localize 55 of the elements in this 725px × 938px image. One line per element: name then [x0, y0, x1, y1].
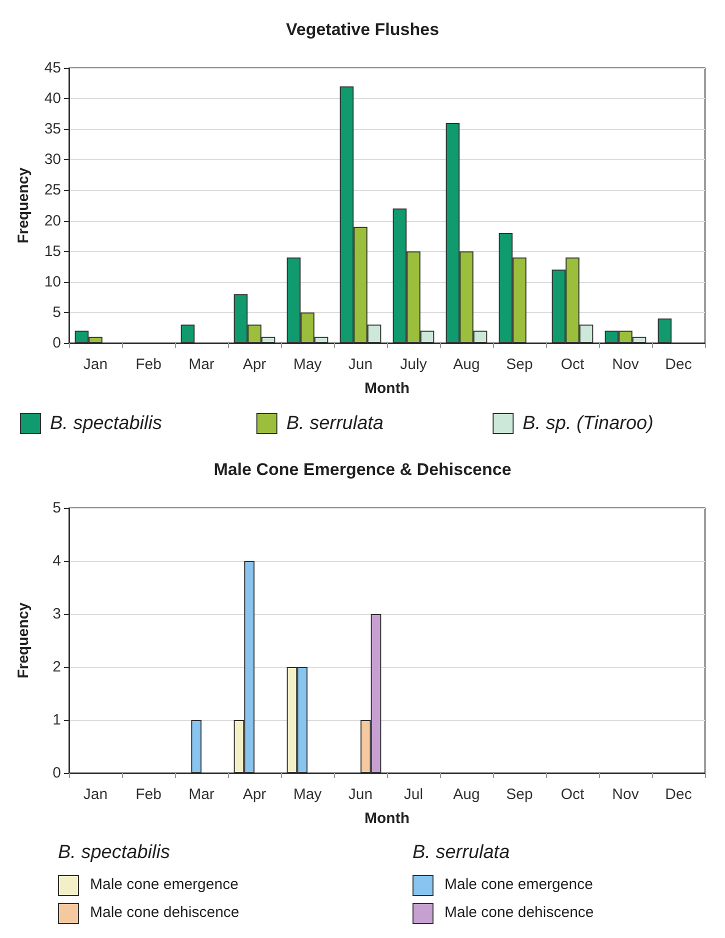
x-tick-label: Nov — [612, 786, 640, 803]
x-tick-label: Mar — [188, 786, 214, 803]
y-tick-label: 1 — [52, 712, 61, 728]
x-tick-label: Feb — [136, 786, 162, 803]
y-tick-label: 45 — [44, 60, 61, 76]
x-tick-label: July — [400, 356, 428, 373]
legend-label: Male cone dehiscence — [90, 904, 240, 921]
y-axis-title: Frequency — [15, 602, 32, 678]
x-tick-label: Sep — [506, 786, 533, 803]
legend-label: Male cone emergence — [444, 876, 593, 893]
y-axis-title: Frequency — [15, 166, 32, 244]
x-tick-label: May — [293, 356, 322, 373]
y-tick-label: 10 — [44, 273, 61, 290]
y-tick-label: 3 — [52, 606, 61, 622]
x-tick-label: Jul — [404, 786, 424, 803]
y-tick-label: 35 — [44, 120, 61, 138]
y-tick-label: 0 — [52, 764, 61, 782]
x-tick-label: Mar — [188, 356, 214, 373]
x-tick-label: Dec — [665, 356, 692, 373]
y-tick-label: 30 — [44, 151, 61, 168]
legend-label: B. serrulata — [286, 413, 384, 434]
x-tick-label: Feb — [136, 356, 162, 373]
x-tick-label: Jun — [348, 786, 373, 803]
x-tick-label: Aug — [453, 786, 480, 803]
x-tick-label: Jun — [348, 356, 373, 373]
y-tick-label: 0 — [52, 334, 61, 352]
y-tick-label: 5 — [52, 500, 61, 516]
text: B. serrulata — [412, 842, 510, 863]
text: B. spectabilis — [58, 842, 170, 863]
x-tick-label: Jan — [83, 786, 108, 803]
x-axis-title: Month — [364, 380, 410, 397]
y-tick-label: 5 — [52, 304, 61, 321]
x-tick-label: Dec — [665, 786, 692, 803]
y-tick-label: 40 — [44, 90, 61, 108]
chart-title: Male Cone Emergence & Dehiscence — [214, 460, 512, 479]
legend-label: Male cone emergence — [90, 876, 238, 893]
x-tick-label: May — [293, 786, 322, 803]
legend-label: Male cone dehiscence — [444, 904, 594, 921]
y-tick-label: 2 — [52, 658, 61, 676]
x-tick-label: Apr — [242, 786, 266, 803]
x-tick-label: Aug — [453, 356, 480, 373]
y-tick-label: 20 — [44, 212, 61, 230]
x-tick-label: Apr — [242, 356, 266, 373]
chart-title: Vegetative Flushes — [286, 20, 440, 39]
x-tick-label: Nov — [612, 356, 640, 373]
y-tick-label: 4 — [52, 552, 61, 570]
y-tick-label: 15 — [44, 242, 61, 260]
x-tick-label: Jan — [83, 356, 108, 373]
x-axis-title: Month — [364, 810, 410, 827]
x-tick-label: Sep — [506, 356, 533, 373]
x-tick-label: Oct — [560, 356, 585, 373]
legend-label: B. sp. (Tinaroo) — [522, 413, 654, 434]
y-tick-label: 25 — [44, 182, 61, 199]
legend-label: B. spectabilis — [50, 413, 162, 434]
x-tick-label: Oct — [560, 786, 585, 803]
